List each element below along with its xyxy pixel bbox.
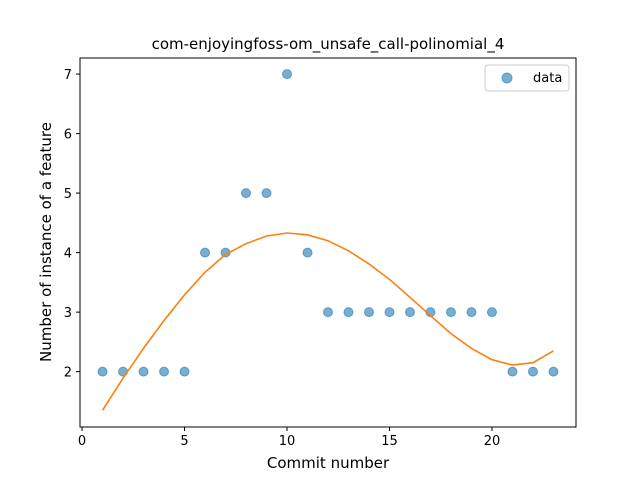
- y-tick-label: 7: [64, 68, 72, 83]
- x-tick-label: 15: [381, 434, 398, 449]
- data-point: [363, 307, 374, 318]
- y-tick-label: 5: [64, 187, 72, 202]
- data-point: [302, 247, 313, 258]
- y-tick-label: 4: [64, 247, 72, 262]
- data-point: [138, 366, 149, 377]
- data-point: [282, 69, 293, 80]
- data-point: [507, 366, 518, 377]
- data-point: [384, 307, 395, 318]
- x-tick-label: 20: [484, 434, 501, 449]
- fit-line: [101, 232, 554, 411]
- data-point: [548, 366, 559, 377]
- data-point: [323, 307, 333, 318]
- y-tick-label: 2: [64, 366, 72, 381]
- data-point: [159, 366, 170, 377]
- data-point: [486, 307, 497, 318]
- data-point: [261, 188, 272, 199]
- y-axis: 2 3 4 5 6 7: [64, 68, 80, 381]
- y-tick-label: 3: [64, 306, 72, 321]
- plot-area: [97, 69, 559, 411]
- y-axis-title: Number of instance of a feature: [37, 122, 55, 362]
- x-axis: 0 5 10 15 20: [78, 427, 500, 449]
- x-tick-label: 0: [78, 434, 86, 449]
- data-point: [179, 366, 190, 377]
- data-point: [466, 307, 477, 318]
- legend-marker-data: [501, 72, 513, 84]
- data-point: [445, 307, 456, 318]
- data-point: [97, 366, 108, 377]
- data-point: [241, 188, 252, 199]
- y-tick-label: 6: [64, 128, 72, 143]
- data-point: [343, 307, 354, 318]
- data-point: [200, 247, 211, 258]
- x-axis-title: Commit number: [267, 454, 390, 472]
- data-point: [404, 307, 415, 318]
- data-point: [527, 366, 538, 377]
- x-tick-label: 10: [279, 434, 296, 449]
- legend-box: [484, 64, 570, 92]
- x-tick-label: 5: [180, 434, 188, 449]
- chart-title: com-enjoyingfoss-om_unsafe_call-polinomi…: [152, 35, 505, 54]
- axes-frame: [79, 57, 577, 428]
- legend-label-data: data: [533, 71, 562, 86]
- legend: data: [484, 64, 570, 92]
